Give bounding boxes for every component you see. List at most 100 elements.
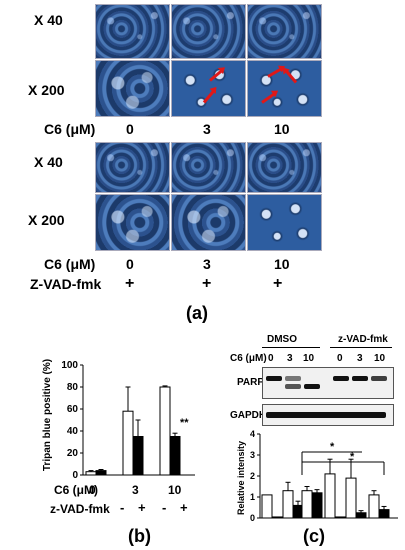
zvad-value: + <box>202 275 212 292</box>
micrograph-top-x200-c6-10 <box>247 60 322 117</box>
lane-label: 3 <box>357 353 363 364</box>
blot-band <box>266 412 386 418</box>
blot-band <box>285 376 301 381</box>
divider <box>330 347 392 348</box>
lane-label: 0 <box>268 353 274 364</box>
micrograph-bottom-x40-c6-10 <box>247 142 322 193</box>
bar <box>282 490 294 519</box>
zvad-value: + <box>273 275 283 292</box>
micrograph-bottom-x40-c6-0 <box>95 142 170 193</box>
zvad-sign: + <box>180 500 188 515</box>
bar <box>261 494 273 519</box>
c6-value: 3 <box>132 483 139 497</box>
panel-c-chart: Relative intensity 0 1 2 3 4 * * <box>236 429 398 523</box>
bar <box>271 516 283 519</box>
panel-c-ylabel: Relative intensity <box>236 441 246 515</box>
bar <box>169 436 181 476</box>
micrograph-bottom-x200-c6-10 <box>247 194 322 251</box>
bar <box>132 436 144 476</box>
micrograph-bottom-x200-c6-0 <box>95 194 170 251</box>
bar <box>324 473 336 519</box>
micrograph-top-x40-c6-0 <box>95 4 170 59</box>
zvad-sign: - <box>120 500 125 515</box>
blot-label-parp: PARP <box>237 377 265 388</box>
bar <box>368 494 380 519</box>
bar <box>311 492 323 519</box>
lane-label: 0 <box>337 353 343 364</box>
red-arrow-icon <box>202 89 216 104</box>
blot-band <box>285 384 301 389</box>
c6-value: 3 <box>203 121 211 137</box>
bar <box>122 410 134 476</box>
bar <box>159 386 171 476</box>
blot-label-gapdh: GAPDH <box>230 410 267 421</box>
y-tick-label: 80 <box>67 382 79 393</box>
bar <box>345 477 357 519</box>
y-tick-label: 0 <box>250 513 255 523</box>
significance-marker: ** <box>180 417 189 429</box>
y-tick-label: 3 <box>250 450 255 460</box>
bar <box>334 516 346 519</box>
red-arrow-icon <box>284 69 298 84</box>
zvad-value: + <box>125 275 135 292</box>
zvad-label: z-VAD-fmk <box>50 502 110 516</box>
blot-band <box>371 376 387 381</box>
panel-b-chart: Tripan blue positive (%) 0 20 40 60 80 100 ** <box>42 359 195 481</box>
bar <box>378 509 390 519</box>
c6-label: C6 (μM) <box>44 121 96 137</box>
c6-value: 3 <box>203 256 211 272</box>
y-tick-label: 40 <box>67 426 79 437</box>
c6-value: 10 <box>274 121 290 137</box>
divider <box>262 347 320 348</box>
lane-label: 10 <box>303 353 315 364</box>
row-label-x200: X 200 <box>28 82 65 98</box>
significance-marker: * <box>350 451 355 463</box>
y-tick-label: 100 <box>61 360 78 371</box>
bar <box>85 471 97 476</box>
micrograph-bottom-x40-c6-3 <box>171 142 246 193</box>
micrograph-top-x200-c6-3 <box>171 60 246 117</box>
micrograph-bottom-x200-c6-3 <box>171 194 246 251</box>
bar <box>355 512 367 519</box>
bar <box>301 490 313 519</box>
y-tick-label: 2 <box>250 471 255 481</box>
y-tick-label: 1 <box>250 492 255 502</box>
group-label-dmso: DMSO <box>267 334 297 345</box>
significance-marker: * <box>330 441 335 453</box>
y-tick-label: 0 <box>72 470 78 481</box>
zvad-sign: + <box>138 500 146 515</box>
row-label-x40: X 40 <box>34 12 63 28</box>
row-label-x40: X 40 <box>34 154 63 170</box>
y-tick-label: 4 <box>250 429 255 439</box>
y-tick-label: 20 <box>67 448 79 459</box>
c6-label: C6 (μM) <box>44 256 96 272</box>
c6-value: 0 <box>89 483 96 497</box>
blot-band <box>333 376 349 381</box>
micrograph-top-x40-c6-3 <box>171 4 246 59</box>
micrograph-top-x200-c6-0 <box>95 60 170 117</box>
panel-label-b: (b) <box>128 526 151 546</box>
panel-label-a: (a) <box>186 303 208 323</box>
western-blot-gapdh <box>262 404 394 426</box>
c6-label: C6 (μM) <box>230 353 267 364</box>
red-arrow-icon <box>209 69 224 82</box>
western-blot-parp <box>262 367 394 399</box>
blot-band <box>304 384 320 389</box>
panel-b-ylabel: Tripan blue positive (%) <box>42 359 53 471</box>
c6-value: 10 <box>274 256 290 272</box>
zvad-label: Z-VAD-fmk <box>30 276 102 292</box>
blot-band <box>266 376 282 381</box>
row-label-x200: X 200 <box>28 212 65 228</box>
bar <box>95 470 107 476</box>
micrograph-top-x40-c6-10 <box>247 4 322 59</box>
c6-value: 0 <box>126 256 134 272</box>
red-arrow-icon <box>261 92 276 104</box>
lane-label: 3 <box>287 353 293 364</box>
group-label-zvad: z-VAD-fmk <box>338 334 388 345</box>
y-tick-label: 60 <box>67 404 79 415</box>
lane-label: 10 <box>374 353 386 364</box>
c6-label: C6 (μM) <box>54 483 99 497</box>
blot-band <box>352 376 368 381</box>
panel-label-c: (c) <box>303 526 325 546</box>
c6-value: 10 <box>168 483 182 497</box>
